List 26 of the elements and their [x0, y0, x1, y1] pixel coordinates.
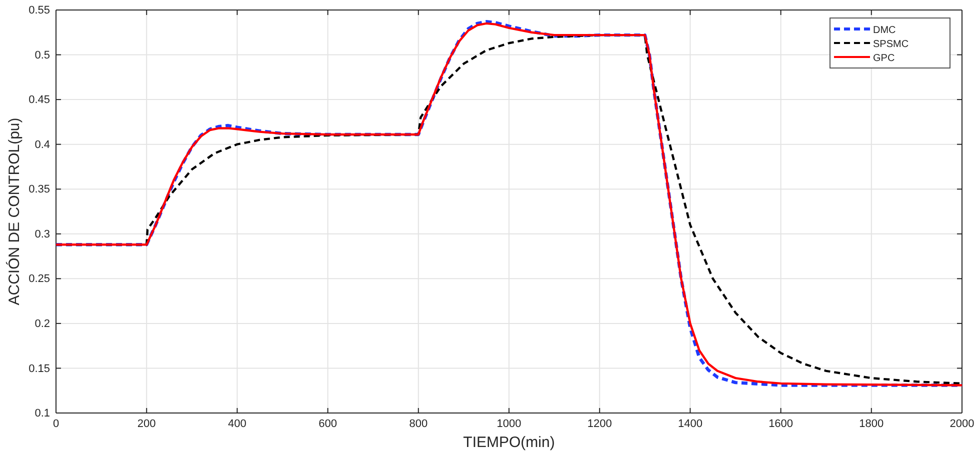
y-tick-label: 0.15 — [28, 362, 50, 375]
y-tick-label: 0.3 — [34, 228, 50, 240]
x-tick-label: 800 — [409, 418, 428, 430]
x-tick-label: 1400 — [678, 418, 702, 430]
y-tick-label: 0.2 — [34, 318, 50, 330]
x-tick-label: 1800 — [859, 418, 884, 430]
y-tick-label: 0.1 — [34, 408, 50, 420]
x-tick-label: 200 — [137, 418, 156, 430]
legend-label: GPC — [873, 53, 895, 64]
x-tick-label: 400 — [228, 418, 246, 430]
x-tick-label: 600 — [318, 418, 337, 430]
y-axis-title: ACCIÓN DE CONTROL(pu) — [5, 118, 23, 306]
x-tick-label: 1200 — [587, 418, 612, 430]
x-tick-label: 2000 — [950, 418, 974, 430]
y-tick-label: 0.4 — [34, 138, 50, 151]
y-tick-label: 0.35 — [28, 184, 50, 196]
legend-label: SPSMC — [873, 39, 909, 50]
x-tick-label: 0 — [52, 418, 60, 430]
x-tick-label: 1000 — [496, 418, 522, 430]
y-tick-label: 0.25 — [28, 273, 50, 286]
x-axis-title: TIEMPO(min) — [463, 434, 555, 451]
legend-label: DMC — [873, 25, 896, 36]
y-tick-label: 0.45 — [28, 94, 50, 106]
y-tick-label: 0.55 — [28, 4, 50, 17]
y-tick-label: 0.5 — [34, 49, 50, 62]
x-tick-label: 1600 — [768, 418, 794, 430]
